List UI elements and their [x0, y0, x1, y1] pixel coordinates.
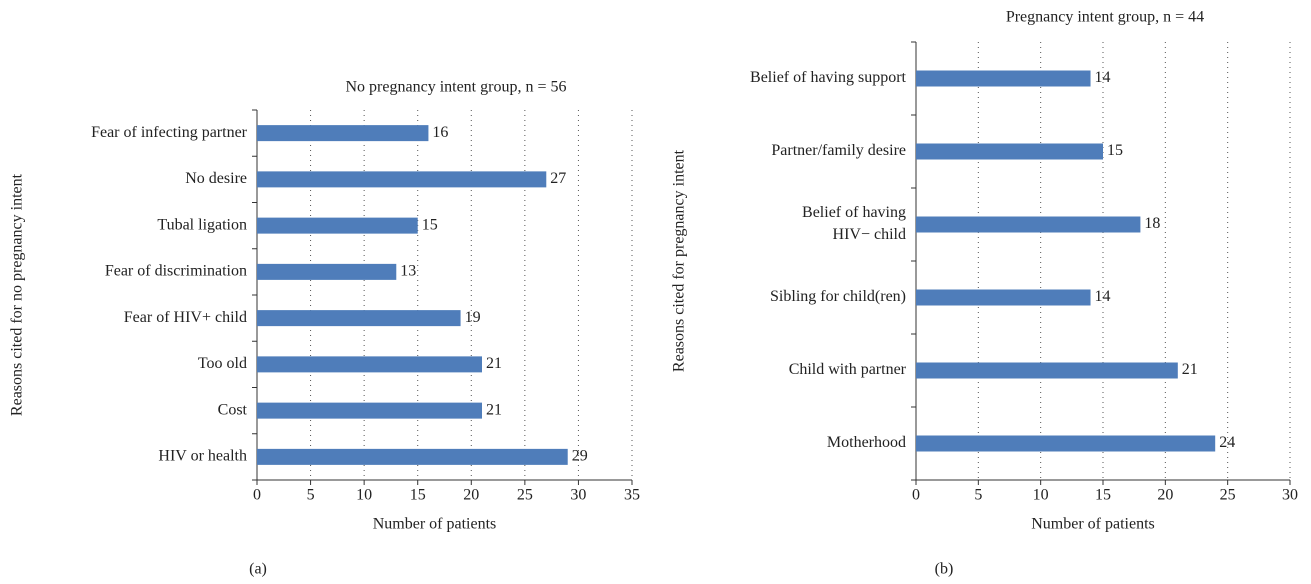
x-tick-label: 25 — [1220, 487, 1236, 504]
bar — [916, 289, 1091, 306]
data-label: 13 — [400, 263, 416, 280]
x-axis-label: Number of patients — [373, 516, 497, 533]
data-label: 27 — [550, 170, 566, 187]
data-label: 14 — [1095, 288, 1111, 305]
y-tick-label: Belief of having support — [750, 69, 907, 86]
panel-label: (a) — [249, 561, 267, 578]
bar — [257, 356, 482, 373]
y-tick-label: Fear of HIV+ child — [124, 309, 247, 326]
y-tick-label: Motherhood — [827, 434, 906, 451]
data-label: 14 — [1095, 69, 1111, 86]
bar — [916, 216, 1141, 233]
y-axis-label: Reasons cited for no pregnancy intent — [9, 173, 26, 416]
bar — [257, 263, 397, 280]
x-tick-label: 15 — [1095, 487, 1111, 504]
chart-title: Pregnancy intent group, n = 44 — [1006, 9, 1204, 26]
bar — [916, 362, 1178, 379]
x-tick-label: 35 — [624, 487, 640, 504]
y-tick-label: Fear of discrimination — [105, 263, 247, 280]
x-tick-label: 5 — [974, 487, 982, 504]
y-tick-label: Too old — [198, 355, 247, 372]
x-tick-label: 0 — [912, 487, 920, 504]
y-tick-label: HIV or health — [158, 448, 247, 465]
y-tick-label: Tubal ligation — [157, 216, 247, 233]
y-tick-label: Partner/family desire — [771, 142, 906, 159]
data-label: 16 — [432, 124, 448, 141]
data-label: 21 — [1182, 361, 1198, 378]
bar — [257, 402, 482, 419]
y-tick-label: HIV− child — [833, 226, 906, 243]
data-label: 24 — [1219, 434, 1235, 451]
bar — [257, 125, 429, 142]
y-tick-label: Belief of having — [802, 204, 906, 221]
data-label: 19 — [465, 309, 481, 326]
x-tick-label: 25 — [517, 487, 533, 504]
x-tick-label: 20 — [463, 487, 479, 504]
x-tick-label: 10 — [1033, 487, 1049, 504]
bar — [257, 310, 461, 327]
x-tick-label: 20 — [1157, 487, 1173, 504]
x-tick-label: 15 — [410, 487, 426, 504]
y-axis-label: Reasons cited for pregnancy intent — [671, 149, 688, 372]
y-tick-label: Fear of infecting partner — [91, 124, 248, 141]
data-label: 15 — [1107, 142, 1123, 159]
bar — [257, 171, 547, 188]
y-tick-label: Child with partner — [789, 361, 907, 378]
panel-label: (b) — [935, 561, 954, 578]
x-tick-label: 5 — [307, 487, 315, 504]
x-tick-label: 10 — [356, 487, 372, 504]
y-tick-label: No desire — [185, 170, 247, 187]
bar — [916, 143, 1103, 160]
data-label: 21 — [486, 401, 502, 418]
x-tick-label: 30 — [1282, 487, 1298, 504]
data-label: 29 — [572, 448, 588, 465]
chart-title: No pregnancy intent group, n = 56 — [346, 79, 567, 96]
bar — [257, 448, 568, 465]
y-tick-label: Cost — [218, 401, 248, 418]
bar — [916, 435, 1216, 452]
x-tick-label: 30 — [570, 487, 586, 504]
bar — [916, 70, 1091, 87]
data-label: 15 — [422, 216, 438, 233]
bar — [257, 217, 418, 234]
y-tick-label: Sibling for child(ren) — [770, 288, 906, 305]
x-axis-label: Number of patients — [1031, 516, 1155, 533]
x-tick-label: 0 — [253, 487, 261, 504]
data-label: 21 — [486, 355, 502, 372]
data-label: 18 — [1144, 215, 1160, 232]
